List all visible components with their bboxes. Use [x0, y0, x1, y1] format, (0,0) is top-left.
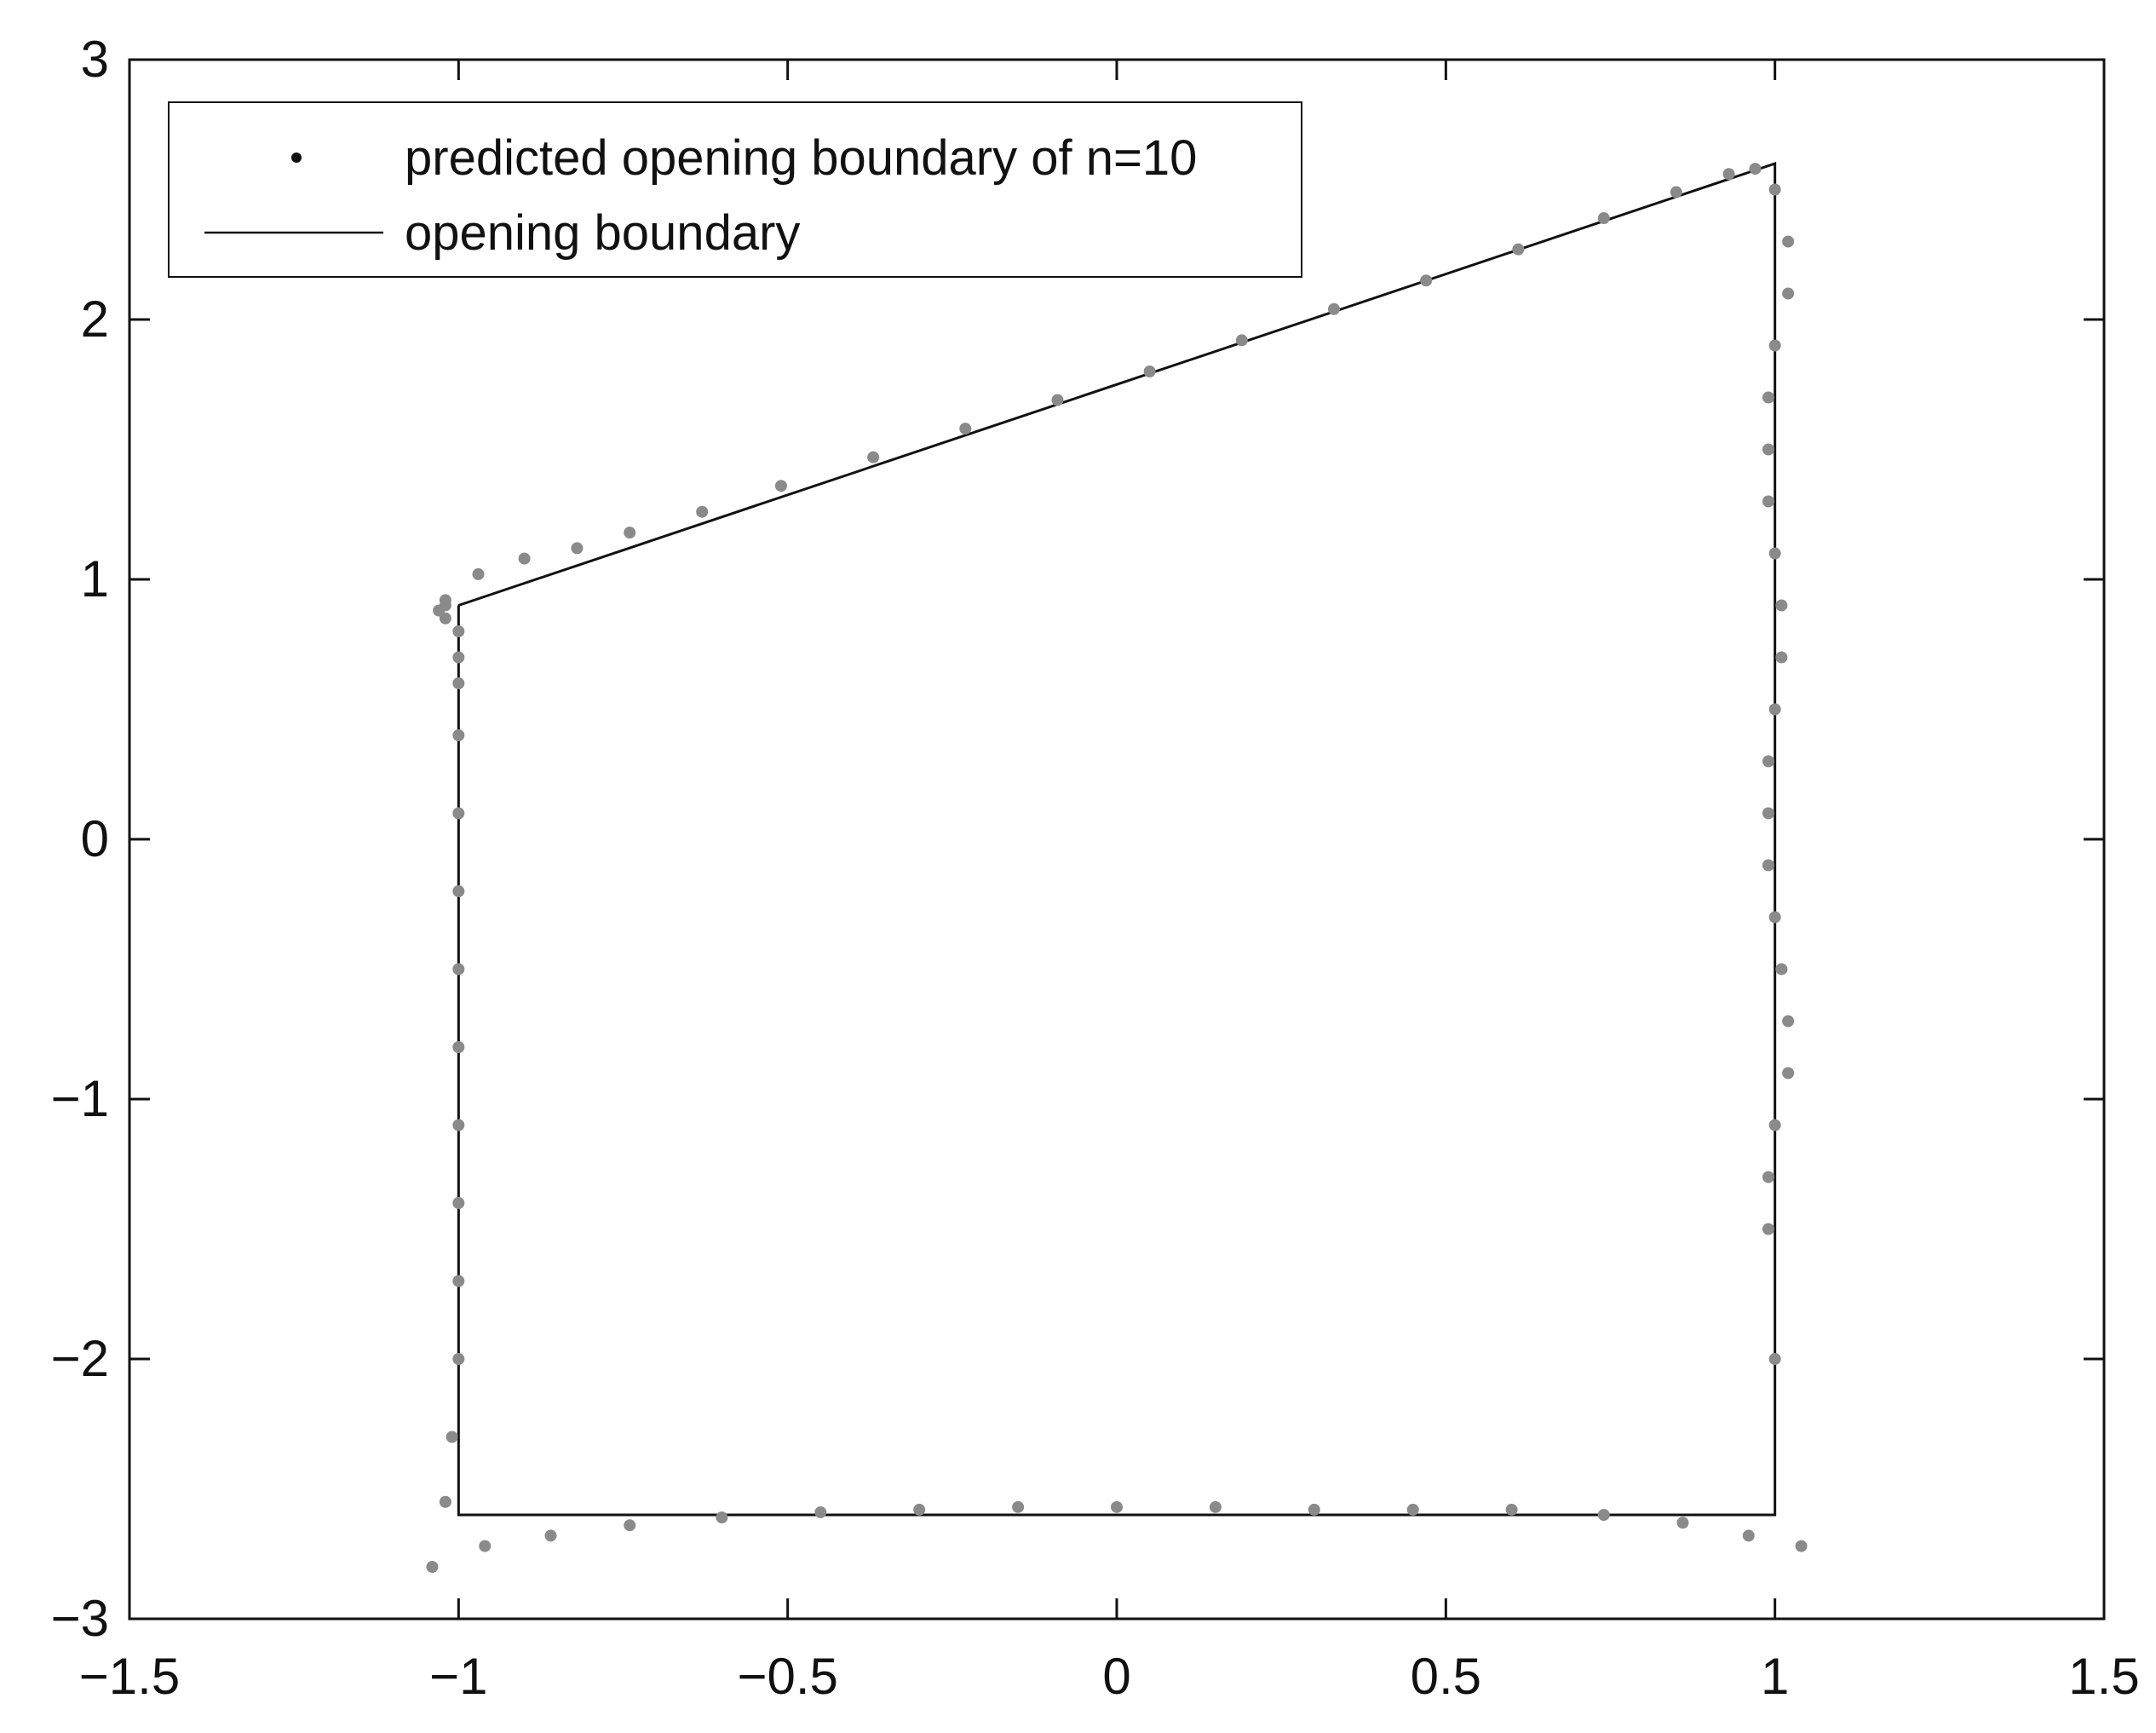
- legend-label-boundary: opening boundary: [405, 205, 800, 261]
- predicted-point: [452, 963, 465, 976]
- predicted-point: [1768, 183, 1781, 196]
- predicted-point: [452, 885, 465, 897]
- predicted-point: [518, 552, 531, 565]
- x-tick-label: 0.5: [1411, 1648, 1481, 1705]
- x-tick-label: −1.5: [79, 1648, 180, 1705]
- predicted-point: [1749, 163, 1762, 176]
- predicted-point: [452, 651, 465, 664]
- predicted-point: [1768, 339, 1781, 352]
- predicted-point: [1512, 243, 1525, 256]
- tick-labels-group: −1.5 −1 −0.5 0 0.5 1 1.5 3 2 1 0 −1 −2 −3: [51, 31, 2140, 1705]
- predicted-point: [1775, 651, 1788, 664]
- predicted-point: [1768, 1353, 1781, 1365]
- y-tick-label: 1: [81, 550, 109, 607]
- predicted-point: [1768, 911, 1781, 924]
- predicted-point: [1775, 963, 1788, 976]
- y-tick-label: −3: [51, 1590, 109, 1647]
- predicted-point: [452, 729, 465, 741]
- x-tick-label: 1: [1761, 1648, 1789, 1705]
- predicted-point: [1768, 547, 1781, 560]
- legend-label-predicted: predicted opening boundary of n=10: [405, 130, 1197, 186]
- predicted-point: [452, 677, 465, 689]
- predicted-point: [1420, 274, 1433, 287]
- predicted-point: [1762, 443, 1774, 456]
- predicted-point: [452, 1353, 465, 1365]
- predicted-point: [1597, 212, 1610, 225]
- predicted-point: [452, 1119, 465, 1131]
- predicted-point: [913, 1503, 926, 1516]
- legend-marker-predicted: [291, 153, 302, 163]
- x-tick-label: 0: [1102, 1648, 1130, 1705]
- predicted-point: [1308, 1503, 1320, 1516]
- predicted-point: [1111, 1500, 1123, 1513]
- predicted-point: [1768, 1119, 1781, 1131]
- predicted-point: [446, 1431, 458, 1443]
- predicted-point: [624, 1519, 636, 1532]
- predicted-point: [1782, 1015, 1795, 1028]
- predicted-point: [544, 1529, 557, 1542]
- predicted-point: [472, 567, 485, 580]
- predicted-point: [624, 527, 636, 539]
- predicted-point: [1742, 1529, 1755, 1542]
- predicted-point: [1762, 1223, 1774, 1235]
- plot-frame: [128, 58, 2106, 1621]
- y-tick-label: 0: [81, 810, 109, 867]
- predicted-point: [1762, 1171, 1774, 1183]
- predicted-point: [716, 1511, 728, 1524]
- predicted-point: [1762, 495, 1774, 508]
- predicted-point: [1327, 302, 1340, 315]
- predicted-point: [1795, 1540, 1808, 1552]
- y-tick-label: −1: [51, 1070, 109, 1127]
- predicted-point: [1762, 391, 1774, 404]
- predicted-point: [1782, 235, 1795, 248]
- predicted-point: [696, 505, 709, 518]
- predicted-point: [1775, 599, 1788, 612]
- predicted-point: [452, 807, 465, 820]
- predicted-point: [1209, 1500, 1222, 1513]
- y-tick-label: −2: [51, 1330, 109, 1387]
- predicted-point: [1768, 703, 1781, 716]
- predicted-point: [1406, 1503, 1419, 1516]
- predicted-point: [1597, 1509, 1610, 1521]
- predicted-point: [439, 1495, 451, 1508]
- x-tick-label: 1.5: [2068, 1648, 2139, 1705]
- ticks-group: [128, 58, 2106, 1621]
- predicted-point: [452, 625, 465, 637]
- predicted-point: [1762, 859, 1774, 872]
- predicted-point: [774, 480, 787, 492]
- series-layer: [426, 161, 1808, 1573]
- x-tick-label: −0.5: [737, 1648, 837, 1705]
- predicted-point: [479, 1540, 492, 1552]
- predicted-point: [1051, 394, 1064, 406]
- predicted-point: [426, 1561, 439, 1573]
- predicted-point: [439, 599, 451, 612]
- predicted-point: [452, 1197, 465, 1209]
- predicted-point: [959, 423, 972, 435]
- predicted-point: [814, 1506, 827, 1518]
- predicted-point: [571, 542, 584, 555]
- predicted-point: [452, 1041, 465, 1053]
- predicted-point: [1676, 1517, 1689, 1529]
- predicted-point: [1762, 755, 1774, 768]
- predicted-point: [1012, 1500, 1025, 1513]
- predicted-point: [1782, 287, 1795, 300]
- x-tick-label: −1: [429, 1648, 487, 1705]
- legend-box: [168, 101, 1302, 278]
- predicted-point: [1235, 334, 1248, 347]
- predicted-point: [1762, 807, 1774, 820]
- predicted-point: [1143, 366, 1156, 377]
- opening-boundary-line: [457, 161, 1777, 1517]
- predicted-point: [1782, 1067, 1795, 1080]
- predicted-point: [1722, 168, 1735, 181]
- legend: predicted opening boundary of n=10 openi…: [168, 101, 1302, 278]
- predicted-point: [1505, 1503, 1518, 1516]
- predicted-point: [439, 612, 451, 625]
- predicted-point: [867, 451, 880, 463]
- y-tick-label: 2: [81, 291, 109, 348]
- predicted-point: [1670, 186, 1682, 199]
- y-tick-label: 3: [81, 31, 109, 88]
- predicted-point: [452, 1275, 465, 1287]
